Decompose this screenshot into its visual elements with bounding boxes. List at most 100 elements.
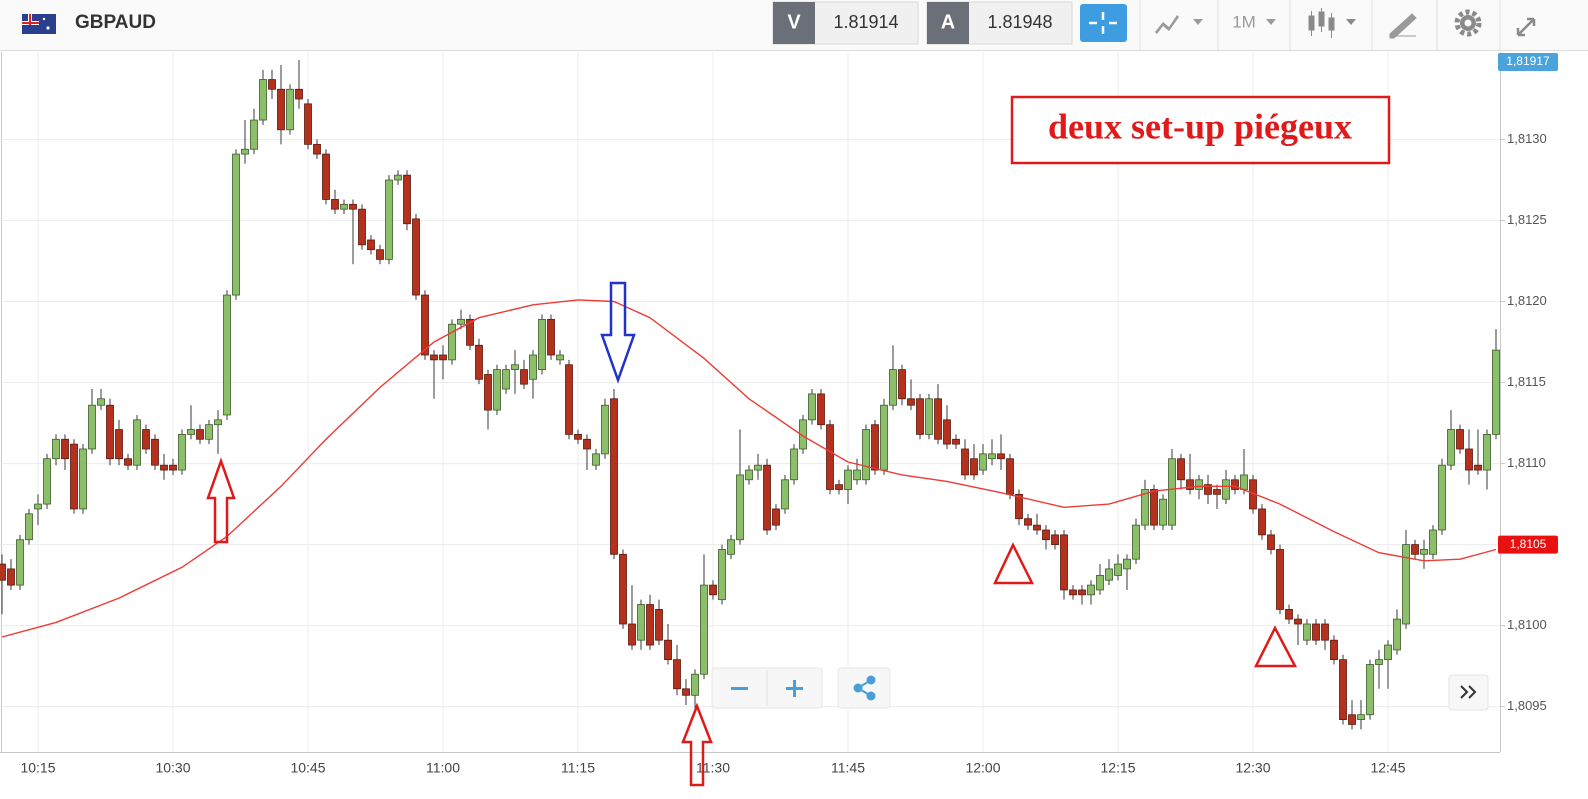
candle-down [196, 429, 204, 440]
candle-down [1312, 623, 1320, 641]
candle-up [133, 419, 141, 466]
candle-up [1123, 558, 1131, 570]
candle-up [988, 453, 996, 460]
candle-down [1285, 609, 1293, 620]
candle-down [772, 508, 780, 526]
zoom-in[interactable] [786, 680, 803, 697]
candle-up [691, 673, 699, 696]
share-icon [853, 675, 876, 701]
candle-up [1303, 623, 1311, 641]
candle-down [664, 639, 672, 661]
candle-down [1411, 544, 1419, 555]
x-tick-label: 11:00 [426, 760, 460, 776]
candle-up [700, 584, 708, 675]
candle-up [1141, 489, 1149, 526]
candle-down [349, 203, 357, 210]
candle-down [124, 458, 132, 466]
candle-down [430, 354, 438, 361]
candle-up [745, 469, 753, 481]
candle-up [241, 148, 249, 155]
candle-down [1042, 529, 1050, 541]
candle-down [1213, 489, 1221, 495]
candle-down [943, 419, 951, 445]
candle-down [475, 344, 483, 380]
candle-up [1096, 574, 1104, 591]
candle-up [1402, 544, 1410, 625]
candle-up [493, 369, 501, 411]
candle-up [1159, 498, 1167, 526]
candle-down [322, 153, 330, 200]
fullscreen-button[interactable] [1516, 17, 1536, 37]
candle-down [646, 604, 654, 646]
bid-price: 1.81914 [833, 12, 898, 32]
candle-down [1060, 534, 1068, 591]
candle-up [385, 179, 393, 260]
candle-down [1006, 458, 1014, 495]
share-button[interactable] [837, 667, 891, 709]
candle-up [25, 513, 33, 541]
candle-up [637, 604, 645, 641]
x-tick-label: 12:45 [1370, 760, 1405, 776]
candle-down [1276, 549, 1284, 610]
candle-down [1177, 458, 1185, 481]
candle-up [52, 438, 60, 460]
down-arrow [600, 281, 636, 384]
x-tick-label: 12:30 [1235, 760, 1270, 776]
candle-up [853, 469, 861, 481]
candle-up [232, 153, 240, 296]
candle-down [619, 553, 627, 625]
candle-up [448, 323, 456, 361]
candle-down [1069, 589, 1077, 596]
candle-up [1438, 464, 1446, 531]
candle-down [520, 369, 528, 385]
annotation: deux set-up piégeux [1048, 106, 1352, 146]
candle-down [970, 458, 978, 476]
candle-up [250, 119, 258, 150]
candle-up [1222, 479, 1230, 500]
candle-down [151, 438, 159, 466]
crosshair-button[interactable] [1080, 4, 1127, 42]
candle-up [340, 203, 348, 210]
candle-down [115, 429, 123, 460]
candle-down [1330, 639, 1338, 661]
up-arrow [206, 457, 236, 544]
candle-down [169, 464, 177, 471]
settings-button[interactable] [1454, 9, 1482, 37]
scroll-end-button[interactable] [1448, 674, 1489, 711]
candle-up [457, 318, 465, 325]
candle-up [1420, 549, 1428, 555]
candle-up [223, 294, 231, 416]
scroll-end-icon [1460, 685, 1477, 699]
candle-down [1015, 493, 1023, 520]
candle-up [727, 539, 735, 555]
symbol: GBPAUD [75, 12, 156, 33]
candle-down [421, 294, 429, 356]
y-tick-label: 1,8115 [1507, 374, 1546, 389]
x-tick-label: 12:00 [965, 760, 1000, 776]
candle-up [601, 404, 609, 455]
chart-type-button[interactable] [1155, 15, 1203, 34]
ask-label: A [941, 11, 955, 33]
candle-down [628, 623, 636, 646]
candle-down [673, 659, 681, 690]
candle-down [1258, 508, 1266, 536]
bid-label: V [787, 11, 801, 33]
candle-up [880, 404, 888, 471]
draw-button[interactable] [1389, 13, 1417, 39]
candle-down [61, 438, 69, 460]
candle-up [1429, 529, 1437, 555]
candle-up [79, 448, 87, 510]
candle-down [1267, 534, 1275, 550]
price-tags: 1,81917 1,8105 [1498, 53, 1558, 554]
candle-up [1114, 563, 1122, 576]
candle-type-button[interactable] [1308, 8, 1356, 38]
zoom-controls [711, 667, 1489, 711]
timeframe[interactable]: 1M [1232, 12, 1256, 31]
candle-up [844, 469, 852, 490]
candle-down [583, 438, 591, 450]
zoom-out[interactable] [731, 687, 748, 690]
candle-down [1231, 479, 1239, 490]
candle-down [358, 208, 366, 246]
candle-up [556, 354, 564, 361]
